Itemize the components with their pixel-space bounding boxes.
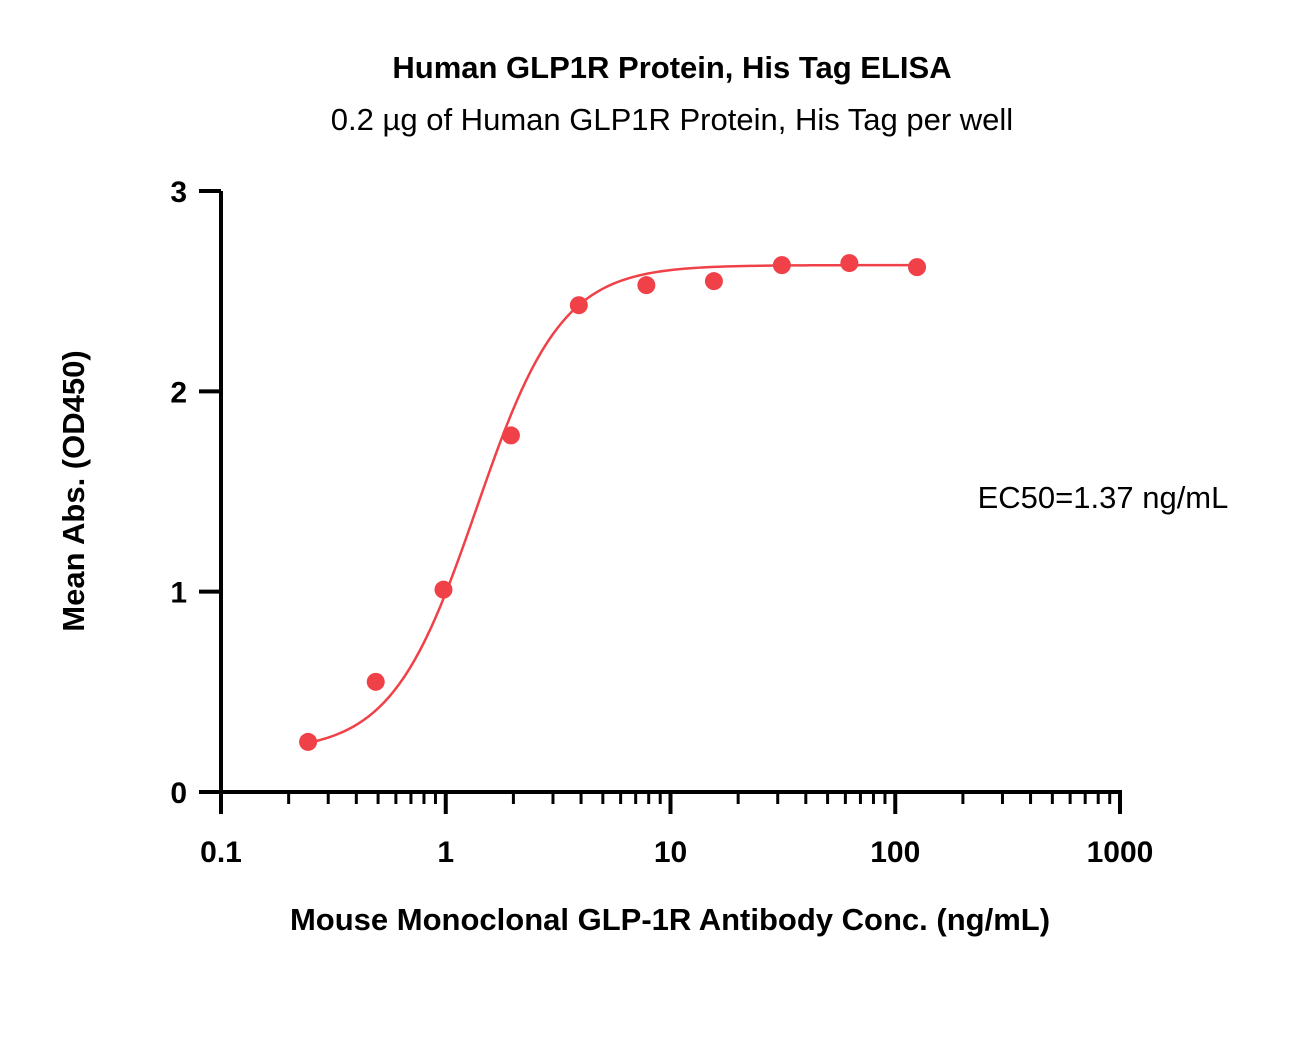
y-tick-label: 3 xyxy=(170,176,187,209)
plot-area: 0.1 1 10 100 1000 0 1 2 3 xyxy=(170,176,1153,869)
chart-title: Human GLP1R Protein, His Tag ELISA xyxy=(392,50,951,85)
data-point xyxy=(434,580,453,599)
x-axis-label: Mouse Monoclonal GLP-1R Antibody Conc. (… xyxy=(290,902,1050,937)
x-tick-label: 10 xyxy=(654,836,687,869)
x-tick-label: 1 xyxy=(437,836,454,869)
y-axis-label: Mean Abs. (OD450) xyxy=(56,350,91,631)
y-tick-label: 1 xyxy=(170,577,187,610)
x-tick-label: 100 xyxy=(870,836,920,869)
ec50-annotation: EC50=1.37 ng/mL xyxy=(978,480,1229,515)
y-tick-label: 2 xyxy=(170,376,187,409)
y-tick-label: 0 xyxy=(170,777,187,810)
data-point xyxy=(637,276,656,295)
fit-curve xyxy=(307,263,918,745)
data-point xyxy=(840,254,859,273)
x-tick-label: 1000 xyxy=(1087,836,1154,869)
data-point xyxy=(501,426,520,445)
data-point xyxy=(772,256,791,275)
chart-subtitle: 0.2 µg of Human GLP1R Protein, His Tag p… xyxy=(331,102,1013,137)
data-point xyxy=(908,258,927,277)
data-point xyxy=(299,732,318,751)
x-tick-label: 0.1 xyxy=(200,836,242,869)
data-point xyxy=(569,296,588,315)
data-point xyxy=(704,272,723,291)
data-point xyxy=(366,672,385,691)
